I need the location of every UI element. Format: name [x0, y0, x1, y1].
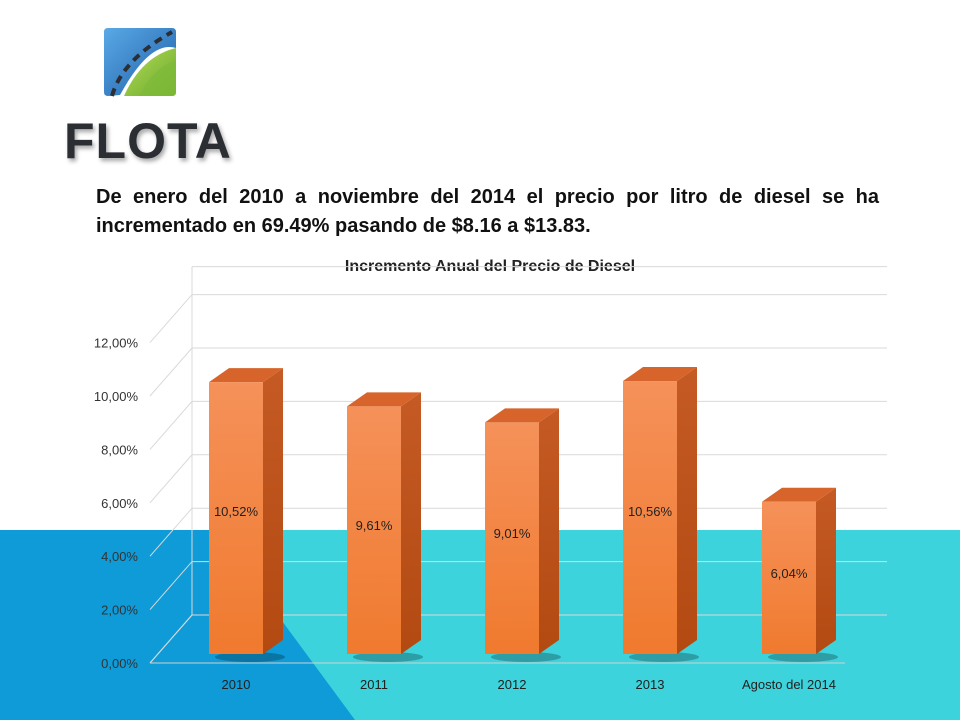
bar-top [347, 392, 421, 407]
data-label: 9,01% [494, 526, 531, 541]
bar-shadow [491, 652, 561, 662]
y-axis-depth [149, 614, 193, 664]
bar [762, 501, 816, 654]
bar-top [623, 367, 697, 382]
x-tick-label: 2011 [360, 677, 388, 692]
y-tick-label: 10,00% [94, 389, 139, 404]
bar-shadow [215, 652, 285, 662]
x-tick-label: 2012 [498, 677, 527, 692]
flota-logo: FLOTA [0, 0, 260, 175]
data-label: 10,52% [214, 504, 259, 519]
bar [209, 382, 263, 654]
bar-side [401, 392, 421, 654]
road-icon [104, 28, 176, 97]
data-label: 10,56% [628, 504, 673, 519]
logo-text: FLOTA [64, 113, 232, 169]
bar-top [485, 408, 559, 423]
bar-shadow [629, 652, 699, 662]
y-tick-label: 8,00% [101, 442, 138, 457]
bar [347, 406, 401, 654]
y-tick-label: 6,00% [101, 496, 138, 511]
bar-side [816, 487, 836, 654]
x-tick-label: Agosto del 2014 [742, 677, 836, 692]
bar-side [539, 408, 559, 654]
bar-side [677, 367, 697, 654]
bar-top [209, 368, 283, 383]
background-blue-shape [0, 530, 355, 720]
x-tick-label: 2010 [222, 677, 251, 692]
bar-top [762, 487, 836, 502]
bar-shadow [353, 652, 423, 662]
data-label: 6,04% [771, 566, 808, 581]
bar [485, 422, 539, 654]
y-tick-label: 0,00% [101, 656, 138, 671]
y-tick-label: 12,00% [94, 336, 139, 351]
bar-side [263, 368, 283, 654]
data-label: 9,61% [356, 518, 393, 533]
y-tick-label: 2,00% [101, 603, 138, 618]
bar-shadow [768, 652, 838, 662]
x-tick-label: 2013 [636, 677, 665, 692]
bar [623, 381, 677, 654]
intro-text: De enero del 2010 a noviembre del 2014 e… [96, 186, 879, 237]
gridline [149, 294, 887, 343]
y-tick-label: 4,00% [101, 549, 138, 564]
